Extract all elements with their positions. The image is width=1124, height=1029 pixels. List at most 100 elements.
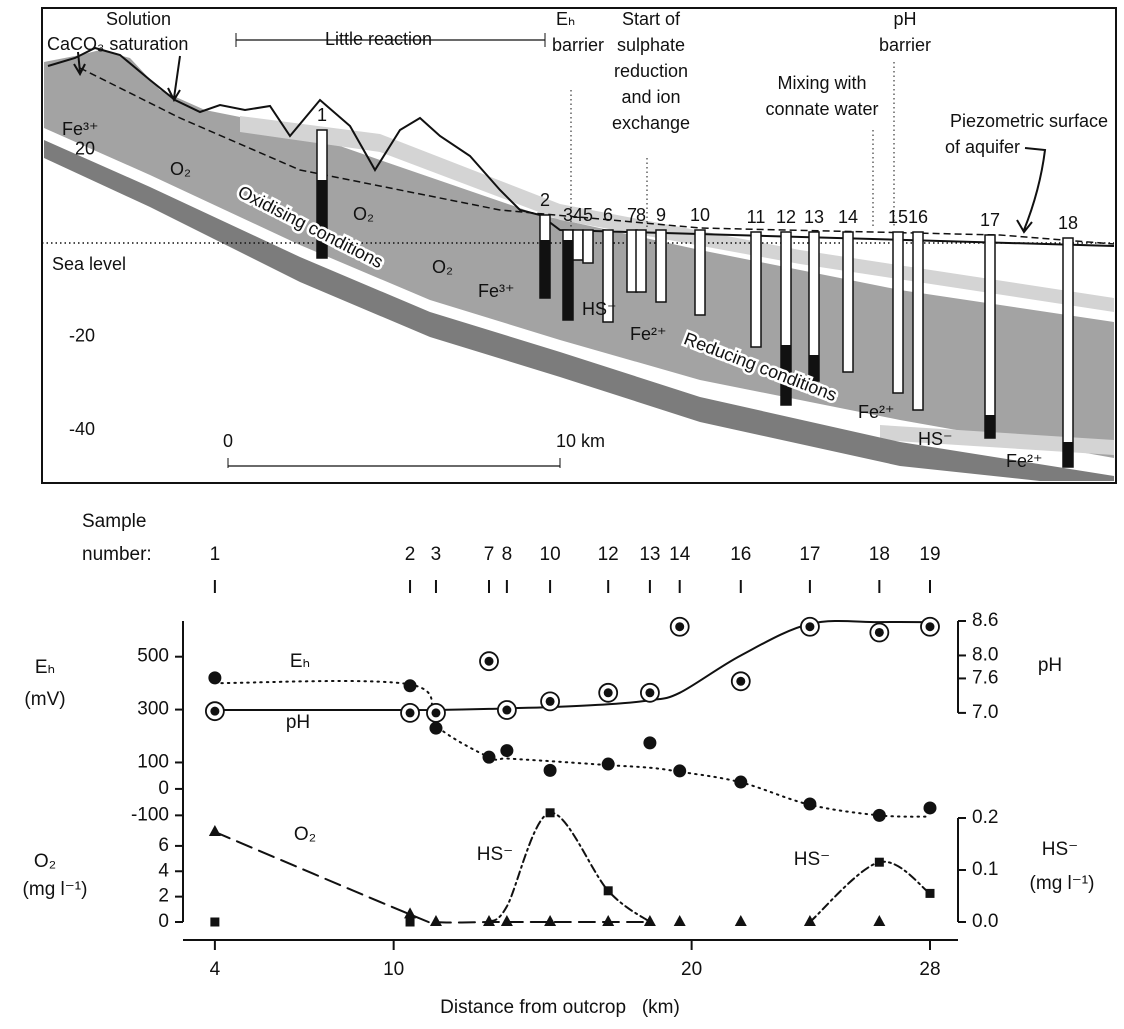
point-dot bbox=[675, 622, 685, 632]
note: exchange bbox=[612, 113, 690, 133]
well-screen bbox=[809, 355, 819, 381]
y-tick-label: 20 bbox=[75, 138, 95, 158]
y-axis-label: (mg l⁻¹) bbox=[23, 879, 88, 900]
y-tick-label: 2 bbox=[158, 886, 169, 907]
point bbox=[872, 808, 886, 822]
point bbox=[543, 763, 557, 777]
point-dot bbox=[484, 656, 494, 666]
y2-tick-label: 7.0 bbox=[972, 702, 998, 723]
well bbox=[1062, 237, 1074, 468]
zone: Fe³⁺ bbox=[478, 281, 515, 301]
well-label: 18 bbox=[1058, 213, 1078, 233]
y-tick-label: -40 bbox=[69, 419, 95, 439]
zone: O₂ bbox=[353, 204, 374, 224]
y-tick-label: -20 bbox=[69, 325, 95, 345]
series-label: O₂ bbox=[294, 824, 316, 845]
trend-line bbox=[213, 680, 931, 818]
point bbox=[800, 616, 820, 637]
note: of aquifer bbox=[945, 137, 1020, 157]
note: Little reaction bbox=[325, 29, 432, 49]
well-label: 8 bbox=[636, 205, 646, 225]
trend-line bbox=[808, 860, 931, 923]
note: Start of bbox=[622, 9, 681, 29]
arrow bbox=[167, 55, 181, 103]
well-screen bbox=[985, 415, 995, 438]
point bbox=[500, 915, 513, 926]
x-tick-label: 20 bbox=[681, 959, 702, 980]
point bbox=[210, 917, 220, 927]
well bbox=[655, 229, 667, 303]
y2-axis-label: pH bbox=[1038, 655, 1062, 676]
wells: 123 4 5 6 78 9 10 11 12 13 14 15 16 17 18 bbox=[316, 105, 1078, 468]
sample-number: 17 bbox=[799, 544, 820, 565]
zone: HS⁻ bbox=[918, 429, 953, 449]
series-label: pH bbox=[286, 712, 310, 733]
zone: O₂ bbox=[170, 159, 191, 179]
well-label: 2 bbox=[540, 190, 550, 210]
point bbox=[404, 907, 417, 919]
point bbox=[405, 917, 415, 927]
y-axis-label: (mV) bbox=[24, 689, 65, 710]
point bbox=[874, 857, 884, 867]
point bbox=[208, 671, 222, 685]
well-screen bbox=[781, 345, 791, 405]
point bbox=[208, 824, 221, 836]
y-tick-label: 0 bbox=[158, 778, 169, 799]
point bbox=[540, 691, 560, 712]
point bbox=[873, 915, 886, 926]
well-screen bbox=[563, 240, 573, 320]
well-label: 3 bbox=[563, 205, 573, 225]
note: sulphate bbox=[617, 35, 685, 55]
well-label: 16 bbox=[908, 207, 928, 227]
series-label: HS⁻ bbox=[794, 849, 830, 870]
point bbox=[734, 775, 748, 789]
well-screen bbox=[540, 240, 550, 298]
point-dot bbox=[545, 696, 555, 706]
point bbox=[598, 682, 619, 703]
point bbox=[204, 701, 225, 722]
point bbox=[602, 915, 615, 926]
point bbox=[429, 721, 443, 735]
plots: -10001003005007.07.68.08.6Eₕ(mV)pHSample… bbox=[23, 511, 1095, 1018]
point bbox=[869, 622, 890, 643]
y2-tick-label: 0.2 bbox=[972, 807, 998, 828]
y2-axis-label: HS⁻ bbox=[1042, 839, 1078, 860]
point bbox=[673, 764, 687, 778]
trend-line bbox=[488, 811, 651, 923]
x-tick-label: 10 bbox=[383, 959, 404, 980]
point bbox=[640, 682, 660, 703]
note: barrier bbox=[879, 35, 931, 55]
y-tick-label: 6 bbox=[158, 835, 169, 856]
point-dot bbox=[736, 676, 746, 686]
well bbox=[750, 231, 762, 348]
sample-number: 1 bbox=[210, 544, 221, 565]
point bbox=[673, 915, 686, 926]
cross-section: 123 4 5 6 78 9 10 11 12 13 14 15 16 17 18 Solution CaC… bbox=[41, 7, 1117, 484]
note: Sea level bbox=[52, 254, 126, 274]
y2-tick-label: 8.0 bbox=[972, 644, 998, 665]
y-tick-label: 0 bbox=[158, 911, 169, 932]
point bbox=[923, 801, 937, 815]
well bbox=[694, 229, 706, 316]
series-label: HS⁻ bbox=[477, 844, 513, 865]
point-dot bbox=[210, 706, 220, 716]
sample-number: 7 bbox=[484, 544, 495, 565]
well-screen bbox=[317, 180, 327, 258]
point-dot bbox=[431, 708, 441, 718]
well-label: 14 bbox=[838, 207, 858, 227]
point-dot bbox=[603, 688, 613, 698]
point bbox=[643, 736, 657, 750]
note: Eₕ bbox=[556, 9, 575, 29]
note: Solution bbox=[106, 9, 171, 29]
point-dot bbox=[405, 708, 415, 718]
point-dot bbox=[502, 705, 512, 715]
well-label: 1 bbox=[317, 105, 327, 125]
y2-tick-label: 0.0 bbox=[972, 911, 998, 932]
point bbox=[500, 744, 514, 758]
zone: O₂ bbox=[432, 257, 453, 277]
zone: HS⁻ bbox=[582, 299, 617, 319]
point bbox=[426, 702, 446, 723]
point bbox=[403, 679, 417, 693]
point bbox=[601, 757, 615, 771]
